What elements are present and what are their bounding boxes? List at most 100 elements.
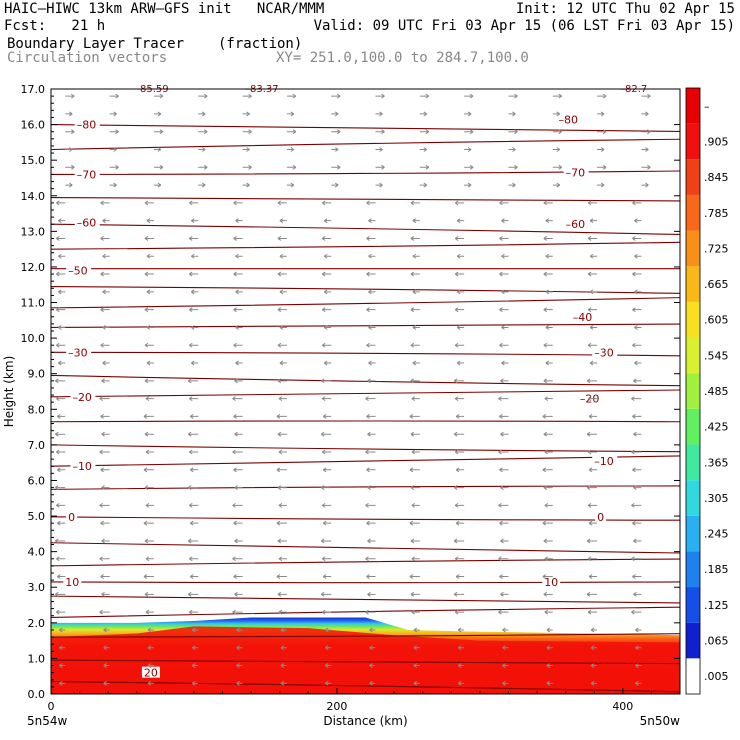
isotherm-contour [50,323,681,328]
circulation-vector [500,538,509,544]
circulation-vector [101,538,110,544]
circulation-vector [544,449,553,455]
circulation-vector [632,236,642,241]
isotherm-label-bg [70,460,96,472]
colorbar-label: .305 [704,492,729,505]
circulation-vector [631,556,642,562]
circulation-vector [278,396,287,402]
circulation-vector [590,645,598,651]
circulation-vector [322,413,332,419]
circulation-vector [100,307,110,313]
circulation-vector [145,609,154,615]
circulation-vector [321,271,332,277]
colorbar-label: – [704,100,710,113]
circulation-vector [65,93,75,99]
circulation-vector [56,396,66,402]
circulation-vector [109,164,119,170]
circulation-vector [198,182,206,188]
circulation-vector [455,413,465,419]
circulation-vector [546,645,553,651]
circulation-vector [454,396,465,402]
circulation-vector [153,129,164,135]
colorbar-label: .125 [704,599,729,612]
circulation-vector [631,502,642,508]
circulation-vector [276,413,287,419]
circulation-vector [147,645,154,651]
circulation-vector [278,609,287,615]
circulation-vector [501,325,509,330]
circulation-vector [190,289,199,295]
circulation-vector [279,218,287,224]
circulation-vector [145,449,154,455]
vectors-label: Circulation vectors [7,50,168,66]
circulation-vector [57,467,66,473]
circulation-vector [454,271,465,277]
circulation-vector [55,431,66,437]
circulation-vector [419,129,430,135]
circulation-vector [320,538,332,544]
isotherm-contour [50,138,681,151]
circulation-vector [277,538,287,544]
circulation-vector [464,164,474,170]
isotherm-contour [50,659,681,665]
circulation-vector [191,645,199,651]
isotherm-contour [50,516,681,521]
circulation-vector [102,325,110,330]
circulation-vector [189,574,199,579]
circulation-vector [587,609,598,615]
isotherm-label-bg [74,216,100,228]
circulation-vector [634,218,642,224]
circulation-vector [501,253,509,259]
circulation-vector [232,556,243,562]
circulation-vector [631,396,642,402]
circulation-vector [103,663,110,668]
circulation-vector [65,129,75,135]
circulation-vector [543,200,553,206]
isotherm-label-bg [63,575,82,587]
circulation-vector [508,93,518,99]
circulation-vector [100,413,110,419]
circulation-vector [587,200,598,206]
colorbar-label: .425 [704,421,729,434]
circulation-vector [276,574,287,579]
circulation-vector [234,378,243,384]
colorbar-swatch [686,88,700,124]
boundary-layer-tracer-core [51,626,680,694]
colorbar-swatch [686,159,700,195]
circulation-vector [236,663,243,668]
circulation-vector [279,253,287,259]
circulation-vector [456,253,465,259]
circulation-vector [499,236,509,241]
circulation-vector [321,396,332,402]
circulation-vector [367,378,376,384]
circulation-vector [375,164,385,170]
circulation-vector [56,556,66,562]
circulation-vector [109,182,117,188]
circulation-vector [56,609,66,615]
y-tick-label: 16.0 [21,119,46,132]
circulation-vector [109,129,119,135]
circulation-vector [633,431,642,437]
circulation-vector [144,200,154,206]
circulation-vector [588,413,598,419]
circulation-vector [233,520,243,526]
circulation-vector [188,271,199,277]
circulation-vector [278,556,287,562]
isotherm-contour [50,297,681,309]
circulation-vector [233,413,243,419]
circulation-vector [143,520,154,526]
circulation-vector [456,289,465,295]
isotherm-contour [50,285,681,294]
y-tick-label: 8.0 [28,403,46,416]
circulation-vector [153,93,164,99]
isotherm-label: –10 [594,455,614,468]
circulation-vector [499,467,509,473]
circulation-vector [499,520,509,526]
isotherm-label: 10 [544,576,558,589]
circulation-vector [369,627,376,633]
circulation-vector [419,111,428,117]
circulation-vector [365,502,376,508]
circulation-vector [109,93,119,99]
circulation-vector [144,342,154,348]
circulation-vector [57,413,66,419]
